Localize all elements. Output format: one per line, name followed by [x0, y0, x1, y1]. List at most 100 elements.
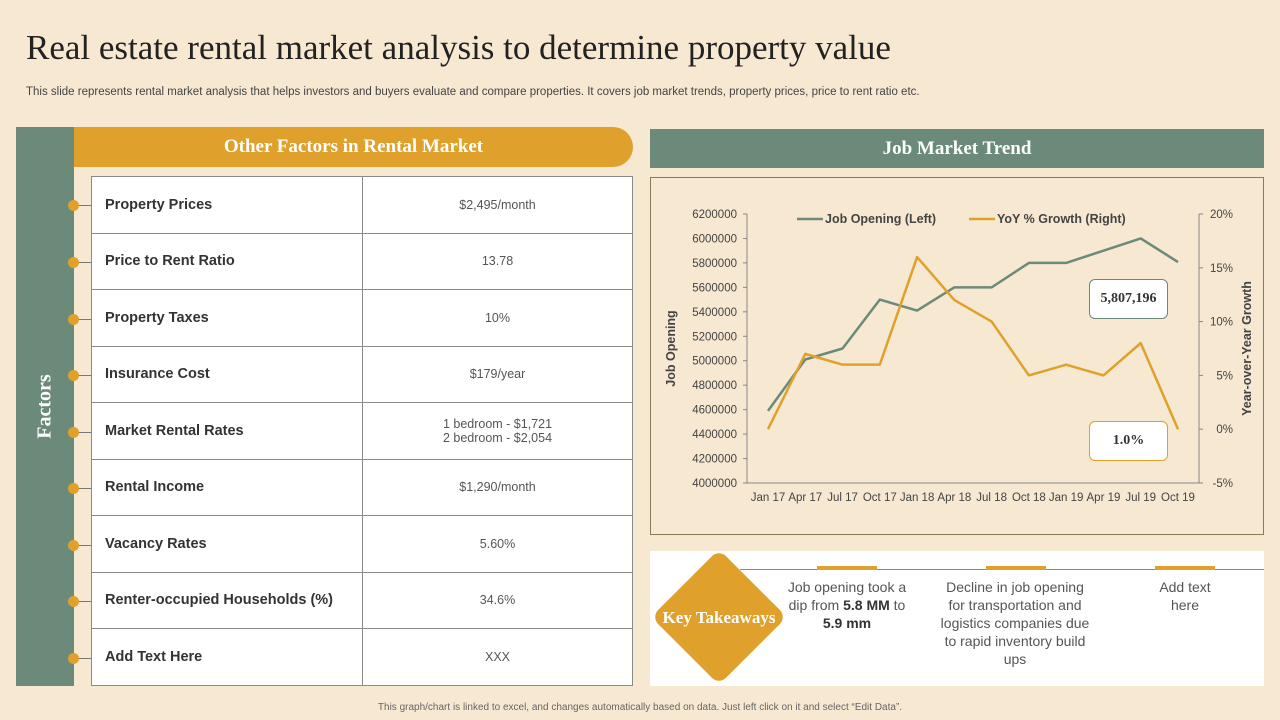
x-tick-label: Jan 17 — [751, 492, 786, 504]
legend-label: Job Opening (Left) — [825, 212, 936, 226]
key-takeaways-label: Key Takeaways — [662, 607, 776, 627]
factor-name: Property Taxes — [92, 290, 363, 346]
y-tick-label: 4800000 — [692, 380, 737, 392]
takeaway-text: Decline in job opening for transportatio… — [940, 579, 1090, 667]
factors-strip — [16, 127, 74, 686]
y-tick-label: 6000000 — [692, 233, 737, 245]
factor-value: $1,290/month — [459, 480, 536, 495]
takeaway-marker — [986, 566, 1046, 570]
takeaway-marker — [817, 566, 877, 570]
y-tick-label: 5400000 — [692, 307, 737, 319]
chart-container: 4000000 4200000 4400000 4600000 4800000 50000… — [650, 177, 1264, 535]
factor-name: Vacancy Rates — [92, 516, 363, 572]
y-tick-label: 5200000 — [692, 331, 737, 343]
factor-value: 5.60% — [479, 536, 516, 551]
page-title: Real estate rental market analysis to de… — [26, 28, 891, 67]
y2-tick-label: 15% — [1210, 263, 1233, 275]
growth-callout: 1.0% — [1089, 421, 1168, 461]
factors-side-label: Factors — [33, 374, 56, 439]
bullet-dot-icon — [68, 483, 79, 494]
factors-header: Other Factors in Rental Market — [74, 127, 633, 167]
takeaway-text: Job opening took a dip from 5.8 MM to 5.… — [787, 579, 907, 631]
factor-row: Vacancy Rates 5.60% — [92, 516, 632, 573]
row-connector — [74, 658, 91, 659]
factor-value: 13.78 — [481, 254, 514, 269]
factor-value: $179/year — [469, 367, 526, 382]
factor-name: Market Rental Rates — [92, 403, 363, 459]
takeaway-text: Add text here — [1159, 579, 1211, 613]
series-line-0 — [766, 237, 1179, 412]
y2-tick-label: 5% — [1216, 370, 1233, 382]
bullet-dot-icon — [68, 540, 79, 551]
factor-value: XXX — [484, 650, 510, 665]
bullet-dot-icon — [68, 427, 79, 438]
y-tick-label: 5000000 — [692, 356, 737, 368]
job-opening-callout: 5,807,196 — [1089, 279, 1168, 319]
job-market-header: Job Market Trend — [650, 129, 1264, 168]
factor-row: Property Taxes 10% — [92, 290, 632, 347]
x-tick-label: Apr 19 — [1087, 492, 1121, 504]
x-tick-label: Oct 18 — [1012, 492, 1046, 504]
x-tick-label: Jul 18 — [976, 492, 1007, 504]
series-line-1 — [766, 255, 1180, 430]
factor-name: Price to Rent Ratio — [92, 233, 363, 289]
bullet-dot-icon — [68, 257, 79, 268]
factor-value: 34.6% — [479, 593, 516, 608]
x-tick-label: Apr 18 — [937, 492, 971, 504]
y-axis-title: Job Opening — [664, 310, 678, 386]
row-connector — [74, 488, 91, 489]
factor-row: Renter-occupied Households (%) 34.6% — [92, 572, 632, 629]
y-tick-label: 5600000 — [692, 282, 737, 294]
factor-row: Property Prices $2,495/month — [92, 177, 632, 234]
row-connector — [74, 205, 91, 206]
page-subtitle: This slide represents rental market anal… — [26, 86, 920, 98]
factor-row: Insurance Cost $179/year — [92, 346, 632, 403]
row-connector — [74, 601, 91, 602]
bullet-dot-icon — [68, 596, 79, 607]
x-tick-label: Jul 17 — [827, 492, 858, 504]
factor-name: Insurance Cost — [92, 346, 363, 402]
row-connector — [74, 432, 91, 433]
row-connector — [74, 262, 91, 263]
job-market-chart: 4000000 4200000 4400000 4600000 4800000 50000… — [664, 209, 1254, 504]
row-connector — [74, 545, 91, 546]
y2-tick-label: 0% — [1216, 424, 1233, 436]
row-connector — [74, 319, 91, 320]
y-tick-label: 4200000 — [692, 454, 737, 466]
factor-row: Market Rental Rates 1 bedroom - $1,721 2… — [92, 403, 632, 460]
factors-table: Property Prices $2,495/month Price to Re… — [91, 176, 633, 686]
bullet-dot-icon — [68, 200, 79, 211]
factor-name: Add Text Here — [92, 629, 363, 686]
factor-name: Renter-occupied Households (%) — [92, 572, 363, 628]
factor-name: Rental Income — [92, 459, 363, 515]
y-tick-label: 4000000 — [692, 478, 737, 490]
factor-row: Rental Income $1,290/month — [92, 459, 632, 516]
footer-note: This graph/chart is linked to excel, and… — [377, 702, 903, 713]
factor-value: 1 bedroom - $1,721 2 bedroom - $2,054 — [442, 416, 553, 445]
y-tick-label: 4600000 — [692, 405, 737, 417]
y2-tick-label: 20% — [1210, 209, 1233, 221]
y2-axis-title: Year-over-Year Growth — [1240, 281, 1254, 416]
row-connector — [74, 375, 91, 376]
legend-label: YoY % Growth (Right) — [997, 212, 1126, 226]
bullet-dot-icon — [68, 370, 79, 381]
x-tick-label: Jul 19 — [1125, 492, 1156, 504]
factor-name: Property Prices — [92, 177, 363, 233]
factor-value: $2,495/month — [459, 197, 536, 212]
x-tick-label: Oct 17 — [863, 492, 897, 504]
y-tick-label: 4400000 — [692, 429, 737, 441]
y-tick-label: 6200000 — [692, 209, 737, 221]
x-tick-label: Jan 18 — [900, 492, 935, 504]
x-tick-label: Apr 17 — [788, 492, 822, 504]
factor-row: Price to Rent Ratio 13.78 — [92, 233, 632, 290]
factor-row: Add Text Here XXX — [92, 629, 632, 686]
factor-value: 10% — [484, 310, 511, 325]
x-tick-label: Oct 19 — [1161, 492, 1195, 504]
y2-tick-label: -5% — [1213, 478, 1233, 490]
bullet-dot-icon — [68, 314, 79, 325]
bullet-dot-icon — [68, 653, 79, 664]
x-tick-label: Jan 19 — [1049, 492, 1084, 504]
y2-tick-label: 10% — [1210, 317, 1233, 329]
y-tick-label: 5800000 — [692, 258, 737, 270]
takeaway-marker — [1155, 566, 1215, 570]
